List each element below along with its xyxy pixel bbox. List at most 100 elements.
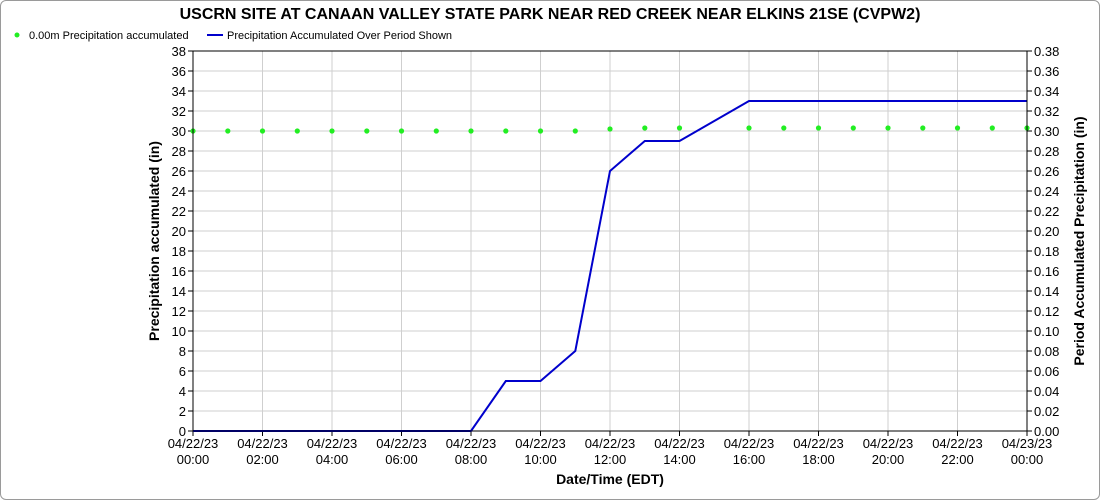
- right-tick-label: 0.24: [1034, 184, 1059, 199]
- right-tick-label: 0.38: [1034, 44, 1059, 59]
- right-tick-label: 0.06: [1034, 364, 1059, 379]
- x-tick-date: 04/22/23: [307, 436, 358, 451]
- gauge-point: [225, 128, 231, 134]
- gauge-point: [781, 125, 787, 131]
- x-tick-date: 04/22/23: [237, 436, 288, 451]
- left-tick-label: 16: [172, 264, 186, 279]
- grid: [192, 50, 1028, 432]
- x-tick-date: 04/22/23: [446, 436, 497, 451]
- gauge-point: [398, 128, 405, 134]
- x-tick-date: 04/22/23: [168, 436, 219, 451]
- gauge-point: [642, 125, 648, 131]
- x-tick-date: 04/22/23: [585, 436, 636, 451]
- right-tick-label: 0.00: [1034, 424, 1059, 439]
- gauge-point: [259, 128, 266, 134]
- series-period-accumulated: [193, 100, 1027, 432]
- left-tick-label: 14: [172, 284, 186, 299]
- right-tick-label: 0.32: [1034, 104, 1059, 119]
- x-tick-date: 04/22/23: [724, 436, 775, 451]
- right-tick-label: 0.26: [1034, 164, 1059, 179]
- gauge-point: [537, 128, 544, 134]
- x-tick-time: 06:00: [385, 452, 418, 467]
- period-accumulated-line: [193, 100, 1027, 432]
- right-tick-label: 0.14: [1034, 284, 1059, 299]
- left-tick-label: 22: [172, 204, 186, 219]
- right-tick-label: 0.04: [1034, 384, 1059, 399]
- y-axis-label-left: Precipitation accumulated (in): [146, 141, 162, 341]
- left-tick-label: 26: [172, 164, 186, 179]
- gauge-point: [676, 125, 683, 131]
- right-tick-label: 0.36: [1034, 64, 1059, 79]
- series-gauge-accumulated: [190, 125, 1030, 134]
- left-tick-label: 34: [172, 84, 186, 99]
- x-tick-time: 02:00: [246, 452, 279, 467]
- legend-marker-gauge: [14, 32, 20, 38]
- x-tick-time: 10:00: [524, 452, 557, 467]
- left-tick-label: 38: [172, 44, 186, 59]
- x-tick-date: 04/22/23: [793, 436, 844, 451]
- plot-border: [192, 50, 1028, 432]
- right-tick-label: 0.22: [1034, 204, 1059, 219]
- left-tick-label: 4: [179, 384, 186, 399]
- gauge-point: [607, 126, 613, 132]
- gauge-point: [989, 125, 995, 131]
- right-tick-label: 0.12: [1034, 304, 1059, 319]
- left-tick-label: 0: [179, 424, 186, 439]
- gauge-point: [920, 125, 926, 131]
- gauge-point: [503, 128, 509, 134]
- gauge-point: [364, 128, 370, 134]
- y-axis-label-right: Period Accumulated Precipitation (in): [1071, 116, 1087, 365]
- legend: 0.00m Precipitation accumulated Precipit…: [14, 30, 452, 42]
- x-tick-date: 04/22/23: [515, 436, 566, 451]
- gauge-point: [468, 128, 474, 134]
- left-tick-label: 20: [172, 224, 186, 239]
- x-axis-label: Date/Time (EDT): [556, 471, 664, 487]
- left-tick-label: 32: [172, 104, 186, 119]
- gauge-point: [294, 128, 300, 134]
- left-tick-label: 10: [172, 324, 186, 339]
- right-tick-label: 0.16: [1034, 264, 1059, 279]
- x-tick-time: 00:00: [1011, 452, 1044, 467]
- x-tick-date: 04/22/23: [376, 436, 427, 451]
- gauge-point: [746, 125, 752, 131]
- x-tick-time: 16:00: [733, 452, 766, 467]
- x-tick-time: 22:00: [941, 452, 974, 467]
- legend-label-period: Precipitation Accumulated Over Period Sh…: [227, 30, 452, 42]
- x-axis-ticks: 04/22/2300:0004/22/2302:0004/22/2304:000…: [168, 431, 1053, 467]
- left-tick-label: 12: [172, 304, 186, 319]
- left-tick-label: 28: [172, 144, 186, 159]
- gauge-point: [850, 125, 856, 131]
- left-tick-label: 2: [179, 404, 186, 419]
- gauge-point: [433, 128, 439, 134]
- gauge-point: [815, 125, 822, 131]
- gauge-point: [954, 125, 961, 131]
- x-tick-time: 18:00: [802, 452, 835, 467]
- right-tick-label: 0.34: [1034, 84, 1059, 99]
- left-tick-label: 6: [179, 364, 186, 379]
- left-tick-label: 18: [172, 244, 186, 259]
- gauge-point: [572, 128, 578, 134]
- x-tick-time: 20:00: [872, 452, 905, 467]
- left-tick-label: 30: [172, 124, 186, 139]
- x-tick-date: 04/22/23: [863, 436, 914, 451]
- left-tick-label: 24: [172, 184, 186, 199]
- x-tick-date: 04/22/23: [932, 436, 983, 451]
- gauge-point: [329, 128, 335, 134]
- legend-label-gauge: 0.00m Precipitation accumulated: [29, 30, 189, 42]
- x-tick-time: 08:00: [455, 452, 488, 467]
- x-tick-date: 04/22/23: [654, 436, 705, 451]
- x-tick-time: 14:00: [663, 452, 696, 467]
- chart-title: USCRN SITE AT CANAAN VALLEY STATE PARK N…: [180, 6, 921, 23]
- right-tick-label: 0.20: [1034, 224, 1059, 239]
- x-tick-time: 04:00: [316, 452, 349, 467]
- x-tick-time: 00:00: [177, 452, 210, 467]
- left-tick-label: 8: [179, 344, 186, 359]
- right-tick-label: 0.10: [1034, 324, 1059, 339]
- right-tick-label: 0.28: [1034, 144, 1059, 159]
- right-tick-label: 0.02: [1034, 404, 1059, 419]
- x-tick-date: 04/23/23: [1002, 436, 1053, 451]
- x-tick-time: 12:00: [594, 452, 627, 467]
